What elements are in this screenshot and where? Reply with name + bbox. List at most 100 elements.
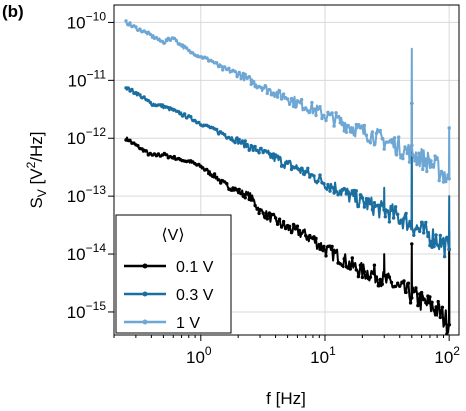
x-tick-label: 102: [434, 344, 460, 367]
data-point: [393, 284, 398, 289]
data-point: [382, 147, 386, 151]
data-point: [293, 105, 298, 109]
data-point: [148, 32, 152, 37]
data-point: [419, 154, 423, 159]
data-point: [259, 146, 263, 151]
y-tick-label: 10−15: [67, 299, 107, 322]
data-point: [445, 235, 449, 239]
data-point: [446, 173, 450, 177]
data-point: [387, 275, 392, 279]
data-point: [138, 27, 142, 31]
data-point: [223, 133, 227, 137]
data-point: [281, 92, 286, 96]
data-point: [243, 72, 247, 77]
data-point: [245, 142, 249, 147]
data-point: [336, 115, 340, 119]
data-point: [247, 75, 251, 79]
series-group: [124, 19, 452, 336]
data-point: [243, 139, 247, 143]
data-point: [265, 91, 269, 96]
y-tick-label-base: 10: [68, 71, 87, 90]
data-point: [348, 192, 352, 196]
data-point: [342, 257, 346, 261]
data-point: [340, 263, 344, 267]
data-point: [247, 148, 251, 152]
data-point: [257, 151, 261, 155]
data-point: [136, 144, 140, 148]
data-point: [368, 141, 373, 145]
data-point: [185, 46, 189, 50]
data-point: [301, 172, 306, 176]
data-point: [442, 321, 447, 326]
data-point: [205, 56, 209, 60]
data-point: [356, 123, 361, 127]
data-point: [410, 227, 414, 231]
data-point: [193, 118, 197, 123]
data-point: [299, 231, 304, 235]
data-point: [265, 217, 269, 221]
data-point: [128, 138, 132, 142]
data-point: [332, 124, 336, 128]
data-point: [168, 38, 172, 42]
data-point: [324, 254, 328, 258]
legend-swatch-marker: [142, 263, 148, 269]
legend-label: 0.3 V: [176, 287, 214, 304]
y-axis-label: SV [V2/Hz]: [24, 131, 49, 208]
data-point: [255, 207, 259, 211]
data-point: [395, 153, 399, 157]
plot-frame: [113, 4, 460, 336]
data-point: [340, 122, 344, 127]
data-point: [233, 140, 237, 145]
data-point: [416, 303, 420, 308]
data-point: [289, 230, 294, 235]
data-point: [392, 136, 397, 140]
data-point: [243, 196, 247, 200]
data-point: [436, 243, 440, 248]
data-point: [261, 211, 265, 215]
y-tick-label-exp: −14: [86, 241, 107, 255]
data-point: [436, 299, 440, 304]
data-point: [405, 151, 409, 156]
data-point: [267, 87, 272, 92]
data-point: [360, 196, 365, 200]
data-point: [251, 81, 255, 85]
data-point: [342, 186, 346, 191]
data-point: [380, 202, 384, 206]
data-point: [350, 130, 354, 135]
y-axis-label-main: S: [27, 197, 46, 208]
data-point: [249, 143, 253, 148]
data-point: [330, 244, 334, 249]
data-point: [219, 181, 223, 185]
data-point: [426, 234, 430, 239]
data-point: [396, 212, 400, 216]
data-point: [368, 202, 373, 206]
data-point: [404, 290, 408, 295]
data-point: [239, 76, 243, 81]
data-point: [255, 148, 259, 152]
data-point: [354, 189, 358, 193]
legend: ⟨V⟩ 0.1 V 0.3 V 1 V: [115, 214, 232, 334]
data-point: [442, 254, 447, 259]
data-point: [217, 178, 221, 182]
data-point: [364, 133, 369, 137]
data-point: [352, 262, 356, 266]
x-tick-label: 100: [186, 344, 212, 367]
data-point: [416, 226, 420, 231]
data-point: [411, 153, 415, 157]
data-point: [330, 185, 334, 190]
y-axis-label-unit-sup: 2: [24, 161, 38, 168]
data-point: [128, 21, 132, 25]
data-point: [229, 188, 233, 192]
data-point: [352, 133, 356, 137]
data-point: [271, 91, 276, 95]
data-point: [263, 84, 267, 88]
data-point: [304, 169, 308, 173]
x-tick-label-exp: 1: [329, 344, 336, 358]
data-point: [291, 222, 296, 227]
data-point: [318, 173, 322, 177]
data-point: [215, 61, 219, 65]
data-point: [277, 217, 282, 221]
data-point: [403, 145, 407, 149]
data-point: [314, 113, 318, 118]
